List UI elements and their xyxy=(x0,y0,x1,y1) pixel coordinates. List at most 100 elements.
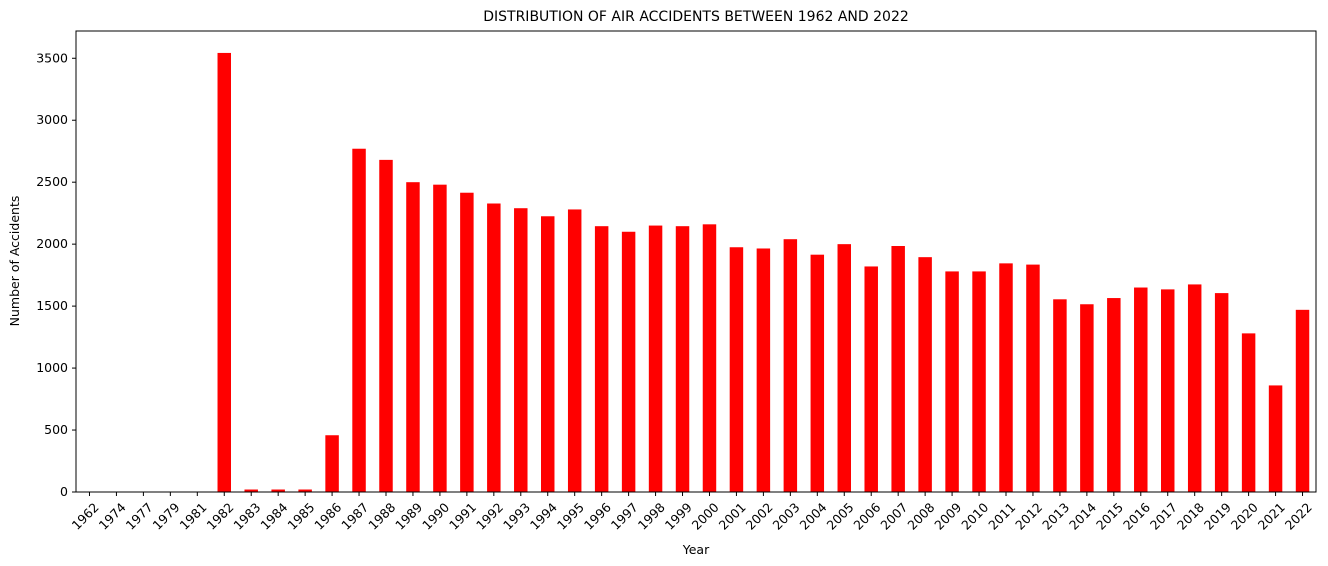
bar-2007 xyxy=(891,246,905,492)
chart-title: DISTRIBUTION OF AIR ACCIDENTS BETWEEN 19… xyxy=(483,9,909,25)
y-axis-label: Number of Accidents xyxy=(7,196,22,327)
bar-1996 xyxy=(594,226,609,492)
bar-1984 xyxy=(271,489,285,492)
x-tick-label: 1962 xyxy=(69,500,102,533)
bar-1997 xyxy=(621,231,636,493)
y-tick-label: 1500 xyxy=(36,298,68,313)
bar-2012 xyxy=(1026,264,1040,492)
x-tick-label: 1987 xyxy=(338,500,371,533)
x-tick-label: 2016 xyxy=(1120,500,1153,533)
bar-2013 xyxy=(1053,299,1067,492)
x-tick-label: 2004 xyxy=(797,500,830,533)
bar-1989 xyxy=(406,182,420,492)
x-tick-label: 2018 xyxy=(1174,500,1207,533)
bar-2001 xyxy=(729,247,744,492)
x-tick-label: 1991 xyxy=(446,500,479,533)
bar-2000 xyxy=(702,224,717,493)
x-tick-label: 2009 xyxy=(931,500,964,533)
x-tick-label: 1995 xyxy=(554,500,587,533)
bar-1991 xyxy=(460,192,474,492)
x-tick-label: 2011 xyxy=(985,500,1018,533)
bar-1998 xyxy=(648,225,663,492)
x-tick-label: 1993 xyxy=(500,500,533,533)
x-tick-label: 2020 xyxy=(1228,500,1261,533)
bars-group xyxy=(82,52,1310,493)
bar-2005 xyxy=(837,244,851,492)
x-tick-label: 1992 xyxy=(473,500,506,533)
y-tick-label: 0 xyxy=(60,484,68,499)
y-tick-label: 3500 xyxy=(36,50,68,65)
x-tick-label: 1986 xyxy=(311,500,344,533)
x-tick-label: 2000 xyxy=(689,500,722,533)
x-tick-label: 1990 xyxy=(419,500,452,533)
bar-1983 xyxy=(244,489,258,492)
x-tick-label: 1999 xyxy=(662,500,695,533)
bar-1986 xyxy=(325,435,339,492)
x-tick-label: 2010 xyxy=(958,500,991,533)
x-tick-label: 1989 xyxy=(392,500,425,533)
bar-1999 xyxy=(675,226,690,492)
y-tick-label: 1000 xyxy=(36,360,68,375)
x-axis-label: Year xyxy=(682,542,710,557)
bar-2011 xyxy=(999,263,1013,492)
x-tick-label: 1998 xyxy=(635,500,668,533)
bar-2022 xyxy=(1295,309,1310,492)
x-tick-label: 1994 xyxy=(527,500,560,533)
x-tick-label: 1982 xyxy=(203,500,236,533)
x-tick-label: 2019 xyxy=(1201,500,1234,533)
bar-2009 xyxy=(945,271,959,492)
x-axis: 1962197419771979198119821983198419851986… xyxy=(69,492,1315,533)
x-tick-label: 1996 xyxy=(581,500,614,533)
x-tick-label: 2006 xyxy=(850,500,883,533)
x-tick-label: 2002 xyxy=(743,500,776,533)
x-tick-label: 2007 xyxy=(877,500,910,533)
bar-1987 xyxy=(352,148,366,492)
bar-1994 xyxy=(541,216,555,493)
x-tick-label: 2022 xyxy=(1282,500,1315,533)
bar-2019 xyxy=(1214,293,1229,492)
bar-2010 xyxy=(972,271,986,492)
bar-1982 xyxy=(217,52,231,492)
y-tick-label: 500 xyxy=(44,422,68,437)
bar-1988 xyxy=(379,159,393,492)
y-tick-label: 2000 xyxy=(36,236,68,251)
y-tick-label: 3000 xyxy=(36,112,68,127)
y-axis: 0 500 1000 1500 2000 2500 3000 3500 xyxy=(36,50,76,499)
x-tick-label: 1984 xyxy=(257,500,290,533)
x-tick-label: 1979 xyxy=(150,500,183,533)
x-tick-label: 2014 xyxy=(1066,500,1099,533)
x-tick-label: 1974 xyxy=(96,500,129,533)
x-tick-label: 2017 xyxy=(1147,500,1180,533)
x-tick-label: 1988 xyxy=(365,500,398,533)
x-tick-label: 2003 xyxy=(770,500,803,533)
x-tick-label: 2012 xyxy=(1012,500,1045,533)
x-tick-label: 2015 xyxy=(1093,500,1126,533)
x-tick-label: 2005 xyxy=(823,500,856,533)
x-tick-label: 1981 xyxy=(177,500,210,533)
x-tick-label: 1977 xyxy=(123,500,156,533)
bar-2015 xyxy=(1107,298,1121,492)
bar-2008 xyxy=(918,257,932,492)
bar-1992 xyxy=(487,203,501,492)
x-tick-label: 2021 xyxy=(1255,500,1288,533)
bar-2018 xyxy=(1187,284,1202,492)
bar-2003 xyxy=(783,239,798,492)
bar-1993 xyxy=(514,208,528,492)
bar-2017 xyxy=(1161,289,1175,492)
bar-1985 xyxy=(298,489,312,492)
bar-2004 xyxy=(810,254,825,492)
x-tick-label: 2008 xyxy=(904,500,937,533)
plot-frame xyxy=(75,30,1317,493)
bar-2006 xyxy=(864,266,878,492)
x-tick-label: 1997 xyxy=(608,500,641,533)
bar-1990 xyxy=(433,184,447,492)
bar-2016 xyxy=(1134,287,1148,492)
bar-2002 xyxy=(756,248,771,492)
bar-1995 xyxy=(567,209,582,493)
bar-2014 xyxy=(1080,304,1094,492)
bar-2020 xyxy=(1241,333,1256,492)
x-tick-label: 2013 xyxy=(1039,500,1072,533)
x-tick-label: 1983 xyxy=(230,500,263,533)
